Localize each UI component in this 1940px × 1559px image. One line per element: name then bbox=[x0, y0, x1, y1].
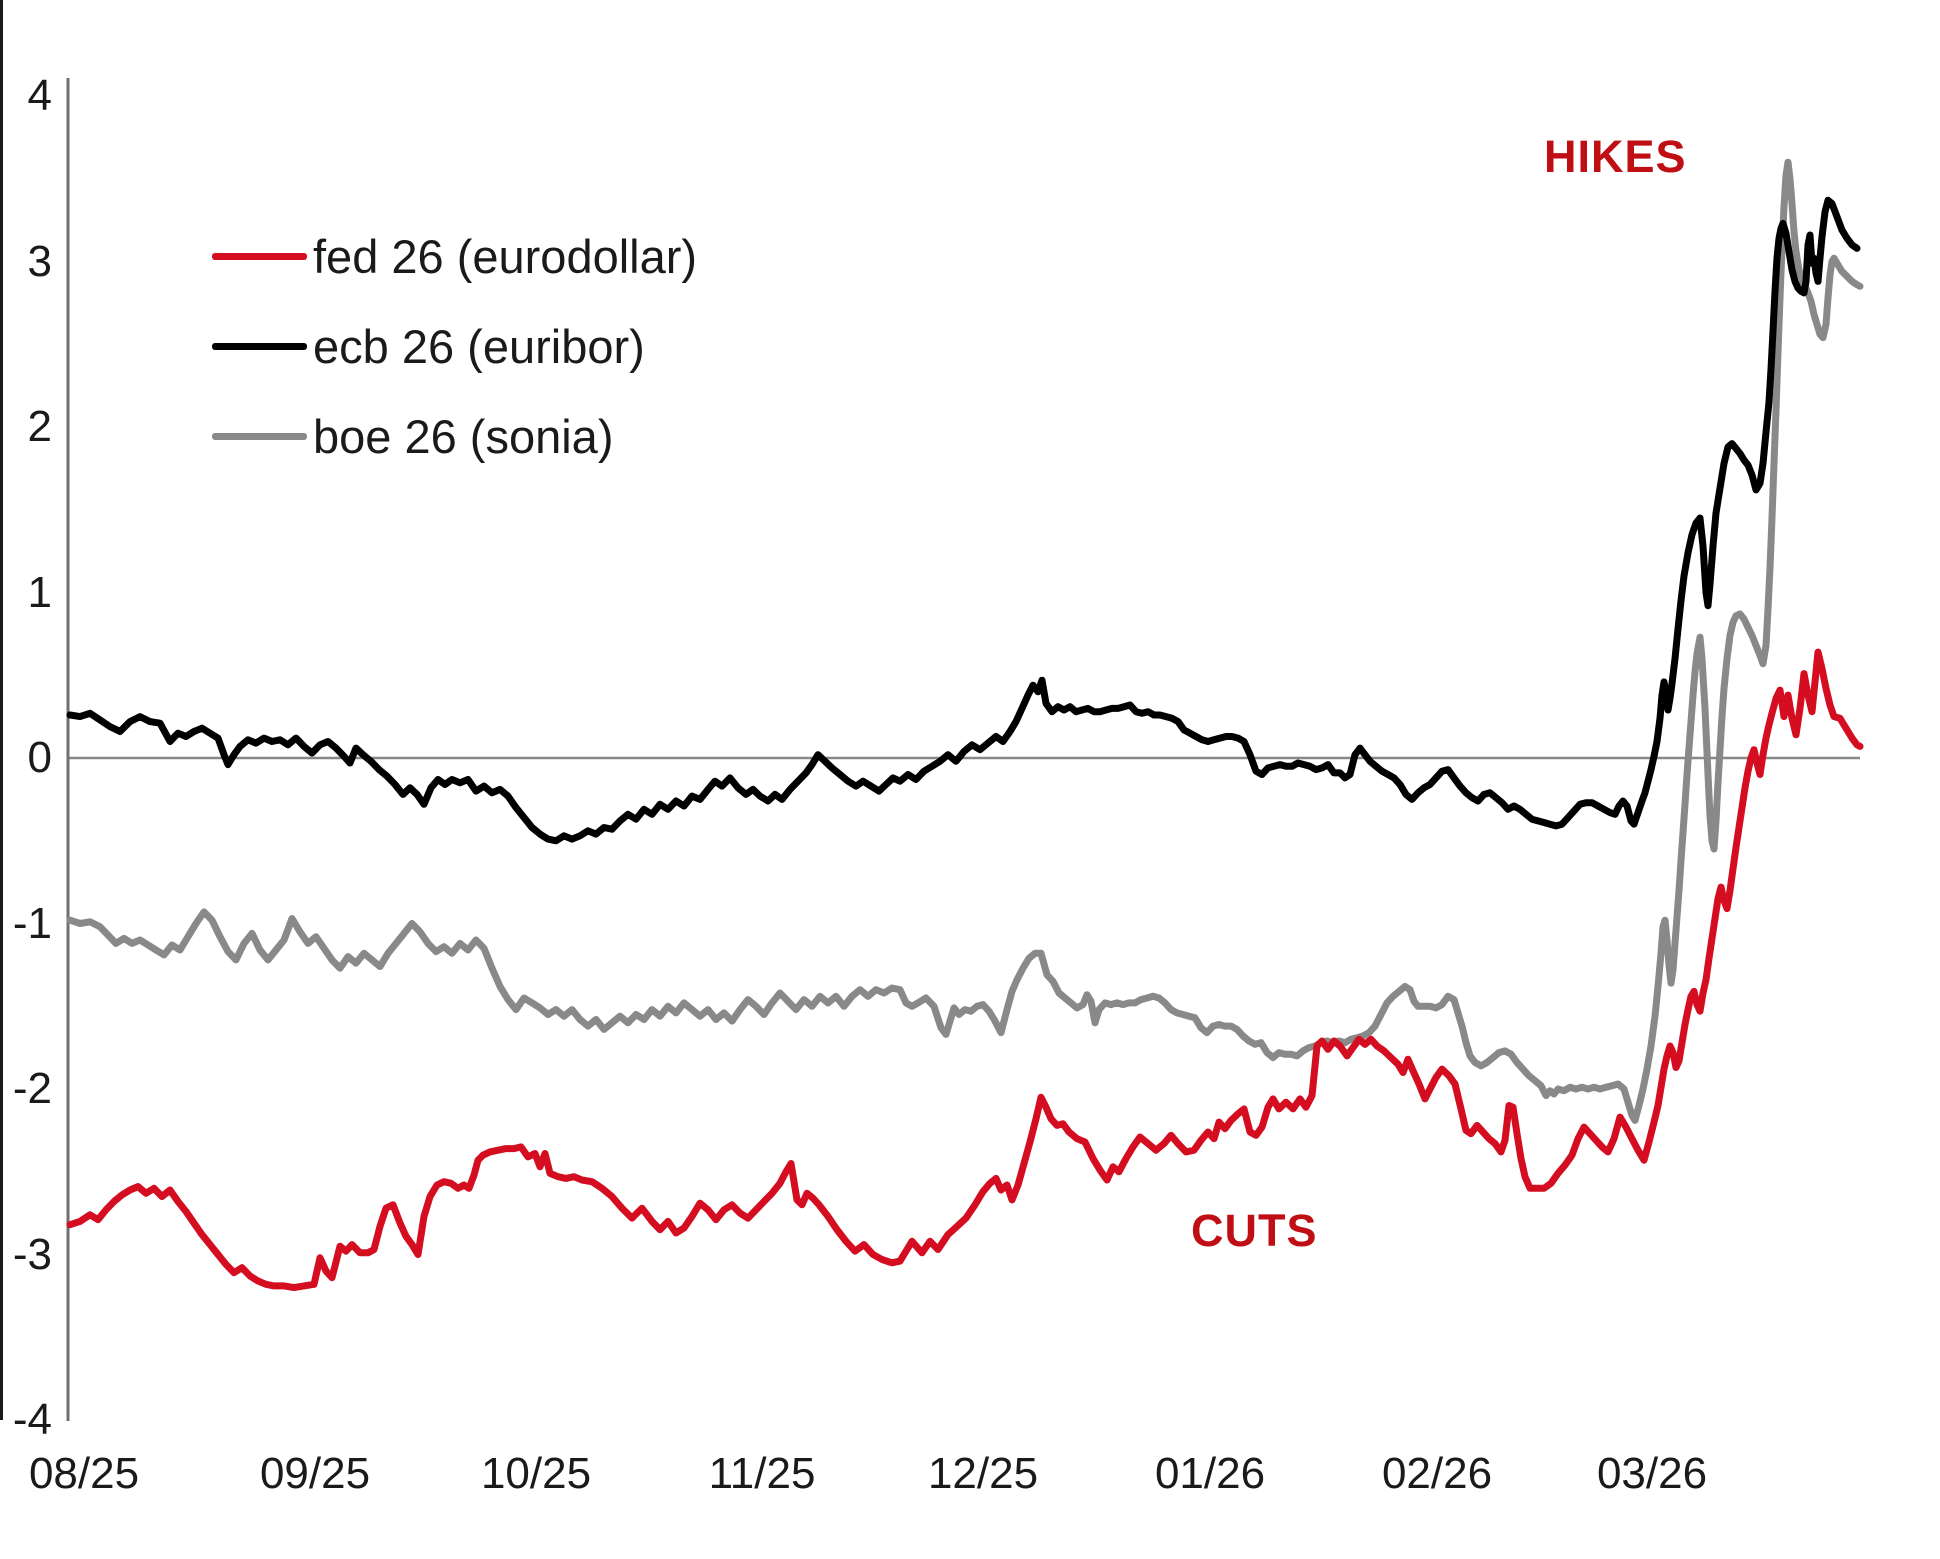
boe-line-swatch-icon bbox=[212, 433, 307, 440]
x-tick-label: 12/25 bbox=[927, 1449, 1039, 1498]
y-tick-label: -2 bbox=[12, 1064, 52, 1113]
y-tick-label: 3 bbox=[27, 236, 52, 286]
x-tick-label: 10/25 bbox=[480, 1449, 592, 1498]
legend: fed 26 (eurodollar) ecb 26 (euribor) boe… bbox=[212, 228, 697, 498]
y-tick-label: -4 bbox=[12, 1395, 52, 1444]
hikes-annotation: HIKES bbox=[1544, 131, 1687, 182]
x-tick-label: 03/26 bbox=[1596, 1449, 1708, 1498]
data-series-group bbox=[66, 158, 1864, 1292]
y-tick-label: -1 bbox=[12, 898, 52, 948]
legend-label-ecb: ecb 26 (euribor) bbox=[313, 320, 645, 373]
x-tick-label: 09/25 bbox=[259, 1449, 371, 1498]
legend-row-boe: boe 26 (sonia) bbox=[212, 408, 697, 465]
cuts-annotation: CUTS bbox=[1191, 1205, 1318, 1256]
legend-label-fed: fed 26 (eurodollar) bbox=[313, 230, 698, 283]
series-line-ecb bbox=[66, 196, 1861, 845]
x-tick-label: 08/25 bbox=[28, 1449, 140, 1498]
x-tick-label: 01/26 bbox=[1154, 1449, 1266, 1498]
legend-row-fed: fed 26 (eurodollar) bbox=[212, 228, 697, 285]
legend-label-boe: boe 26 (sonia) bbox=[313, 410, 614, 463]
y-tick-label: 1 bbox=[27, 567, 52, 617]
x-tick-label: 11/25 bbox=[708, 1449, 816, 1498]
fed-line-swatch-icon bbox=[212, 253, 307, 260]
y-tick-label: 0 bbox=[27, 733, 52, 782]
x-tick-label: 02/26 bbox=[1381, 1449, 1493, 1498]
series-line-fed bbox=[66, 648, 1864, 1292]
y-tick-label: 4 bbox=[27, 71, 52, 120]
y-tick-label: 2 bbox=[27, 402, 52, 451]
ecb-line-swatch-icon bbox=[212, 343, 307, 350]
y-tick-label: -3 bbox=[12, 1229, 52, 1279]
legend-row-ecb: ecb 26 (euribor) bbox=[212, 318, 697, 375]
series-line-boe bbox=[66, 158, 1864, 1124]
